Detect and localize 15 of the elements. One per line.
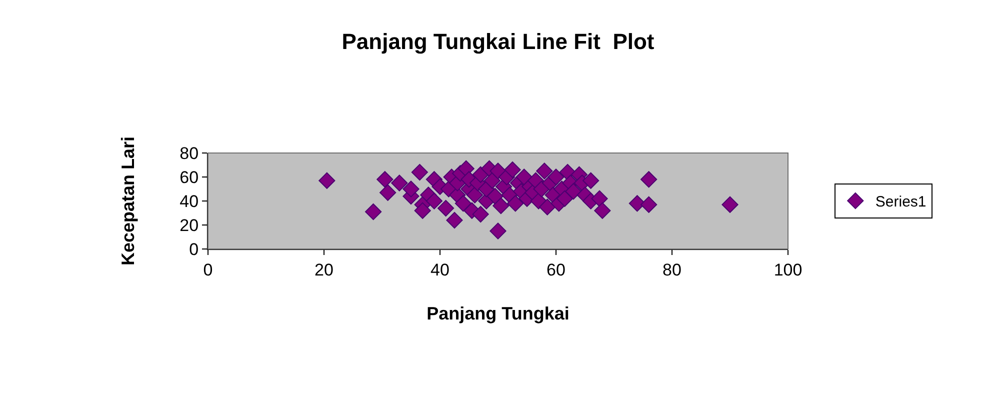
x-axis-title: Panjang Tungkai (426, 304, 570, 324)
x-tick-label: 80 (662, 260, 682, 280)
y-tick-label: 40 (180, 192, 199, 211)
y-tick-label: 20 (180, 216, 199, 235)
x-tick-label: 0 (203, 260, 213, 280)
legend-label: Series1 (875, 194, 926, 211)
y-tick-label: 80 (180, 144, 199, 163)
x-tick-label: 40 (430, 260, 450, 280)
x-tick-label: 60 (546, 260, 566, 280)
y-tick-label: 0 (189, 240, 199, 259)
y-tick-label: 60 (180, 168, 199, 187)
x-tick-label: 100 (774, 260, 802, 280)
y-axis-title: Kecepatan Lari (118, 136, 138, 266)
chart-title: Panjang Tungkai Line Fit Plot (342, 29, 655, 54)
x-tick-label: 20 (314, 260, 334, 280)
